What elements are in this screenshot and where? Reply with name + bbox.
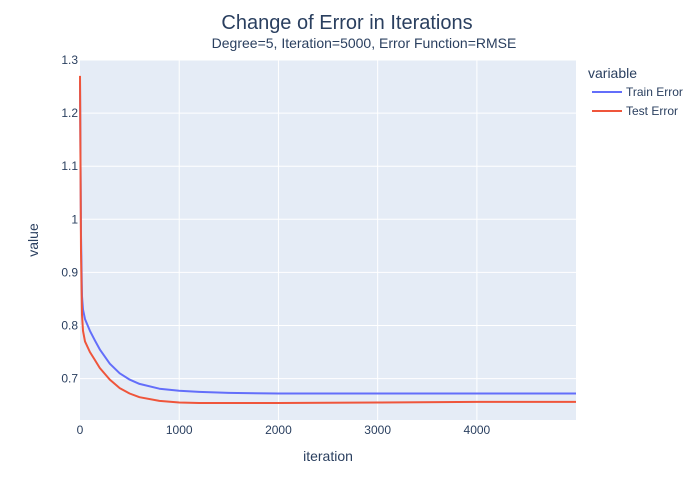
y-tick-label: 1.3 (61, 53, 78, 67)
plot-area (80, 60, 576, 420)
y-tick-label: 0.8 (61, 318, 78, 332)
legend-label: Train Error (626, 85, 683, 99)
x-tick-label: 2000 (265, 423, 292, 437)
series-lines (79, 75, 576, 404)
x-axis-ticks: 0 1000 2000 3000 4000 (77, 423, 491, 437)
legend-item-train-error[interactable]: Train Error (592, 85, 683, 99)
legend: variable Train Error Test Error (588, 65, 683, 118)
chart-title: Change of Error in Iterations (221, 12, 472, 34)
y-tick-label: 0.9 (61, 265, 78, 279)
y-tick-label: 1 (71, 212, 78, 226)
series-line-train-error (79, 81, 576, 395)
chart-subtitle: Degree=5, Iteration=5000, Error Function… (212, 35, 517, 51)
x-tick-label: 1000 (166, 423, 193, 437)
x-tick-label: 3000 (364, 423, 391, 437)
x-tick-label: 4000 (464, 423, 491, 437)
legend-item-test-error[interactable]: Test Error (592, 104, 678, 118)
x-tick-label: 0 (77, 423, 84, 437)
legend-items: Train Error Test Error (592, 85, 683, 118)
y-axis-ticks: 0.7 0.8 0.9 1 1.1 1.2 1.3 (61, 53, 78, 386)
x-axis-title: iteration (303, 448, 353, 464)
legend-title: variable (588, 65, 637, 81)
grid-lines (80, 59, 576, 420)
y-tick-label: 0.7 (61, 372, 78, 386)
y-tick-label: 1.2 (61, 106, 78, 120)
legend-label: Test Error (626, 104, 678, 118)
y-tick-label: 1.1 (61, 159, 78, 173)
y-axis-title: value (25, 223, 41, 257)
series-line-test-error (79, 75, 576, 404)
